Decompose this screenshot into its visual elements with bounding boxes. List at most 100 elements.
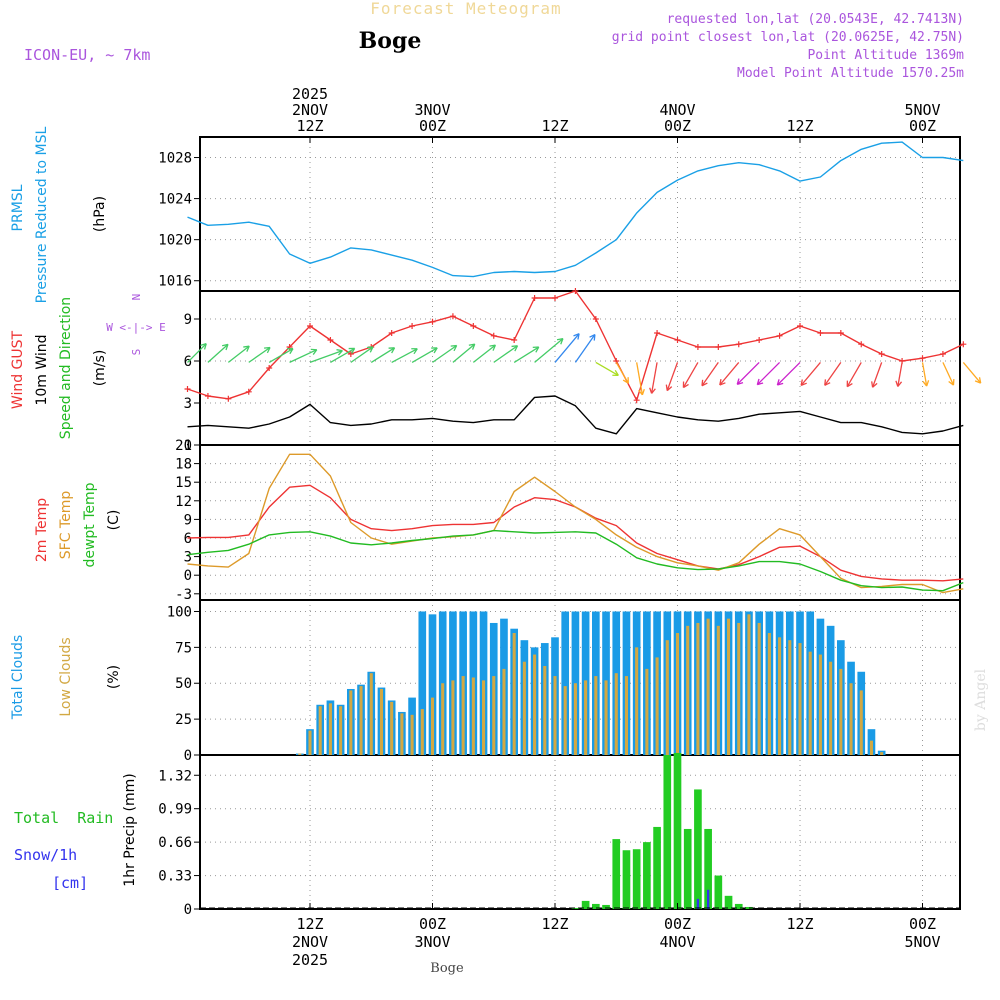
total-cloud-bar (428, 614, 437, 755)
rain-bar (592, 903, 600, 909)
bottom-time-label: 00Z (664, 915, 691, 933)
gust-marker (715, 344, 722, 350)
wind-arrow-head (948, 379, 955, 386)
low-cloud-bar (502, 668, 506, 755)
wind-arrow (452, 343, 476, 363)
y-tick-label: 0 (184, 748, 192, 764)
prmsl-unit: (hPa) (92, 196, 108, 232)
panel-frame (199, 754, 961, 910)
low-cloud-bar (706, 618, 710, 755)
y-tick-label: 1016 (158, 274, 192, 290)
wind-arrow-head (243, 345, 250, 352)
wind-arrow-head (450, 344, 458, 352)
wind-arrow-head (589, 333, 596, 341)
temp-2m-line (187, 484, 964, 582)
rain-bar (643, 842, 651, 909)
low-cloud-bar (696, 622, 700, 755)
sfc-label: SFC Temp (58, 491, 74, 560)
wind-arrow-head (824, 379, 831, 386)
temp-sfc-line (187, 453, 964, 594)
low-cloud-bar (522, 661, 526, 755)
gust-marker (388, 330, 395, 336)
location-title: Boge (359, 28, 422, 54)
top-time-label: 3NOV (414, 101, 450, 119)
low-cloud-bar (441, 683, 445, 755)
gust-marker (674, 337, 681, 343)
y-tick-label: 0.33 (158, 869, 192, 885)
rain-bar (581, 900, 590, 909)
y-tick-label: -3 (175, 587, 192, 603)
wind-arrow-head (310, 348, 318, 355)
low-cloud-bar (624, 676, 628, 755)
top-time-label: 5NOV (904, 101, 940, 119)
wind-arrow (227, 345, 250, 363)
wind-arrow (350, 346, 374, 363)
low-cloud-bar (584, 680, 588, 755)
bottom-time-label: 5NOV (904, 933, 940, 951)
panel-frame (199, 444, 961, 601)
rain-bar (622, 850, 631, 909)
prmsl-long-label: Pressure Reduced to MSL (34, 126, 50, 303)
y-tick-label: 21 (175, 438, 192, 454)
wind-arrow (554, 333, 580, 363)
low-cloud-bar (410, 714, 414, 755)
wind-arrow (432, 344, 458, 363)
dewpt-label: dewpt Temp (82, 482, 98, 567)
snow-bar (696, 898, 700, 909)
wind-arrow (268, 348, 294, 363)
y-tick-label: 0 (184, 438, 192, 454)
wind-arrow (615, 362, 629, 384)
gust-marker (225, 395, 232, 402)
top-time-label: 2NOV (292, 101, 328, 119)
dewpt-line (187, 529, 964, 592)
rain-bar (632, 849, 641, 909)
y-tick-label: 1024 (158, 192, 192, 208)
low-cloud-bar (727, 618, 731, 755)
low-cloud-bar (665, 640, 669, 755)
top-time-label: 12Z (786, 117, 813, 135)
compass-we: W <-|-> E (106, 321, 166, 334)
wind-arrow-head (573, 333, 580, 340)
wind-arrow (411, 347, 438, 363)
low-cloud-bar (420, 709, 424, 755)
low-cloud-bar (716, 625, 720, 755)
snow-unit: [cm] (52, 874, 88, 892)
low-cloud-bar (604, 680, 608, 755)
wind-arrow-head (622, 377, 629, 384)
wind-arrow (309, 349, 343, 364)
rain-bar (612, 839, 621, 909)
wind-arrow-head (612, 369, 619, 377)
bottom-time-label: 12Z (541, 915, 568, 933)
wind-arrow (574, 334, 596, 363)
bottom-time-label: 3NOV (414, 933, 450, 951)
gust-marker (490, 332, 497, 339)
y-tick-label: 100 (167, 604, 192, 620)
low-cloud-bar (798, 643, 802, 755)
precip-ylabel: 1hr Precip (mm) (122, 773, 138, 886)
wind-arrow-head (974, 377, 982, 384)
wind-arrow (756, 361, 781, 386)
gust-marker (307, 323, 313, 329)
rain-bar (724, 895, 733, 909)
bottom-time-label: 12Z (296, 915, 323, 933)
wind-arrow (701, 362, 719, 387)
wind-arrow (650, 362, 658, 394)
wind-compass: N W <-|-> E S (106, 294, 166, 356)
wind-arrow-head (638, 389, 645, 396)
low-cloud-bar (757, 622, 761, 755)
temp-unit: (C) (106, 510, 122, 531)
compass-s: S (130, 349, 143, 356)
wind-arrow (472, 344, 496, 363)
top-time-label: 4NOV (659, 101, 695, 119)
gust-label: Wind GUST (10, 330, 26, 409)
bottom-time-label: 00Z (909, 915, 936, 933)
wind-arrow-head (871, 381, 878, 388)
low-cloud-bar (849, 683, 853, 755)
low-cloud-bar (767, 633, 771, 755)
gust-marker (266, 365, 273, 371)
wind-arrow-head (776, 379, 784, 386)
y-tick-label: 75 (175, 640, 192, 656)
low-cloud-bar (655, 657, 659, 755)
top-time-label: 00Z (419, 117, 446, 135)
top-time-label: 2025 (292, 85, 328, 103)
